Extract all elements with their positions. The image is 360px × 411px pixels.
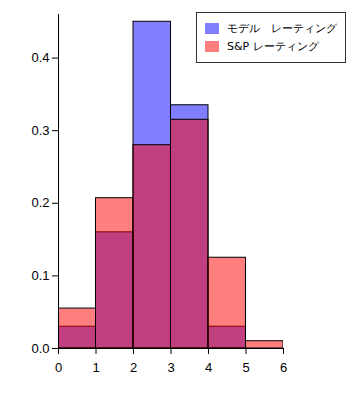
svg-text:0.2: 0.2 <box>31 195 49 210</box>
html-text:S&P レーティング: S&P レーティング <box>227 40 319 53</box>
svg-text:6: 6 <box>280 360 287 375</box>
svg-text:1: 1 <box>92 360 99 375</box>
svg-text:3: 3 <box>167 360 174 375</box>
svg-text:2: 2 <box>130 360 137 375</box>
svg-text:0: 0 <box>55 360 62 375</box>
html-text:モデル レーティング: モデル レーティング <box>227 22 337 35</box>
svg-text:0.3: 0.3 <box>31 123 49 138</box>
svg-text:5: 5 <box>242 360 249 375</box>
svg-text:0.0: 0.0 <box>31 341 49 356</box>
svg-text:0.4: 0.4 <box>31 50 49 65</box>
svg-text:4: 4 <box>205 360 212 375</box>
svg-text:0.1: 0.1 <box>31 268 49 283</box>
